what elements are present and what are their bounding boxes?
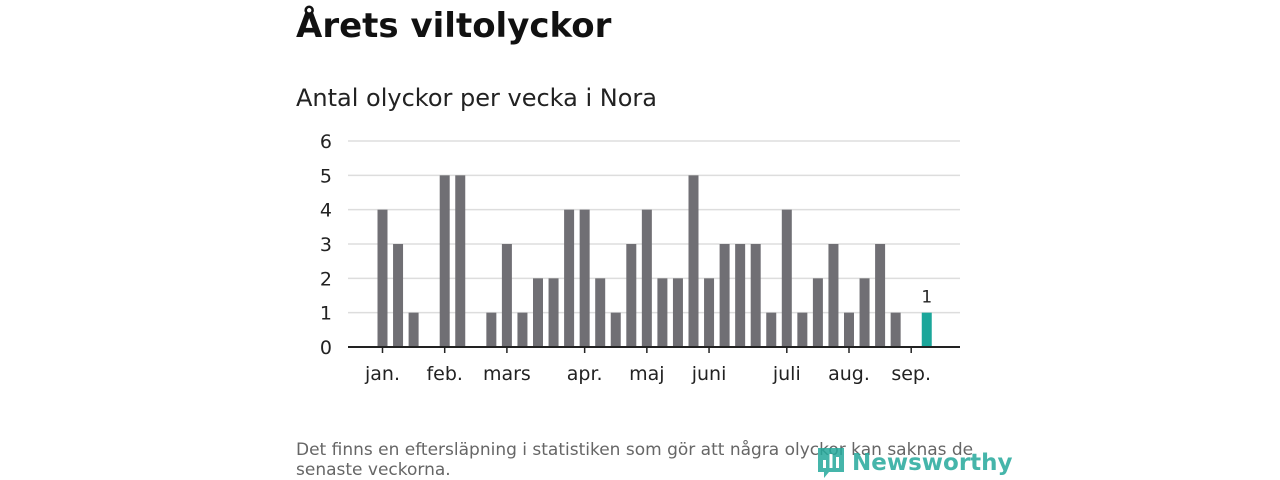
- x-tick-label: juli: [772, 363, 801, 385]
- bar: [579, 209, 590, 347]
- footnote: Det finns en eftersläpning i statistiken…: [296, 440, 974, 480]
- chart-bubble-icon: [818, 448, 844, 478]
- bar: [657, 278, 668, 347]
- x-tick-label: maj: [629, 363, 664, 385]
- x-tick-label: sep.: [891, 363, 931, 385]
- bar: [828, 244, 839, 347]
- bar: [797, 312, 808, 347]
- x-tick-label: jan.: [364, 363, 400, 385]
- bar: [408, 312, 419, 347]
- bar: [704, 278, 715, 347]
- x-tick-label: juni: [691, 363, 727, 385]
- y-axis-ticks: 0 1 2 3 4 5 6: [320, 131, 332, 359]
- bar: [766, 312, 777, 347]
- bar: [812, 278, 823, 347]
- bar: [501, 244, 512, 347]
- bar: [750, 244, 761, 347]
- bar: [641, 209, 652, 347]
- bar: [595, 278, 606, 347]
- bar: [688, 175, 699, 347]
- x-tick-label: feb.: [426, 363, 462, 385]
- y-tick-label: 0: [320, 337, 332, 359]
- bar: [564, 209, 575, 347]
- x-tick-label: mars: [483, 363, 531, 385]
- x-tick-label: aug.: [828, 363, 870, 385]
- bar: [735, 244, 746, 347]
- y-tick-label: 6: [320, 131, 332, 153]
- bar: [890, 312, 901, 347]
- y-tick-label: 1: [320, 303, 332, 325]
- data-labels: 1: [921, 288, 932, 308]
- bar: [517, 312, 528, 347]
- x-axis-ticks: jan. feb. mars apr. maj juni juli aug. sep.: [364, 347, 931, 385]
- y-tick-label: 5: [320, 165, 332, 187]
- bar-chart: 0 1 2 3 4 5 6 jan. feb. mars apr. maj juni juli aug. s…: [320, 131, 960, 385]
- bar: [393, 244, 404, 347]
- y-tick-label: 3: [320, 234, 332, 256]
- bar: [844, 312, 854, 347]
- bar: [455, 175, 466, 347]
- bar: [439, 175, 450, 347]
- bar: [377, 209, 388, 347]
- bar: [486, 312, 497, 347]
- y-tick-label: 4: [320, 200, 332, 222]
- bar: [875, 244, 886, 347]
- data-label: 1: [921, 288, 932, 308]
- y-tick-label: 2: [320, 268, 332, 290]
- bar: [781, 209, 792, 347]
- logo-text: Newsworthy: [852, 450, 1013, 476]
- newsworthy-logo: Newsworthy: [816, 446, 1013, 480]
- bar: [533, 278, 543, 347]
- bar-highlighted: [921, 312, 932, 347]
- bar: [859, 278, 870, 347]
- gridlines: [348, 140, 960, 314]
- x-tick-label: apr.: [567, 363, 603, 385]
- page-title: Årets viltolyckor: [296, 6, 612, 46]
- bar: [626, 244, 637, 347]
- bar: [719, 244, 730, 347]
- bar: [610, 312, 621, 347]
- chart-subtitle: Antal olyckor per vecka i Nora: [296, 84, 657, 112]
- bar: [548, 278, 559, 347]
- bar: [672, 278, 683, 347]
- bars: [377, 175, 932, 347]
